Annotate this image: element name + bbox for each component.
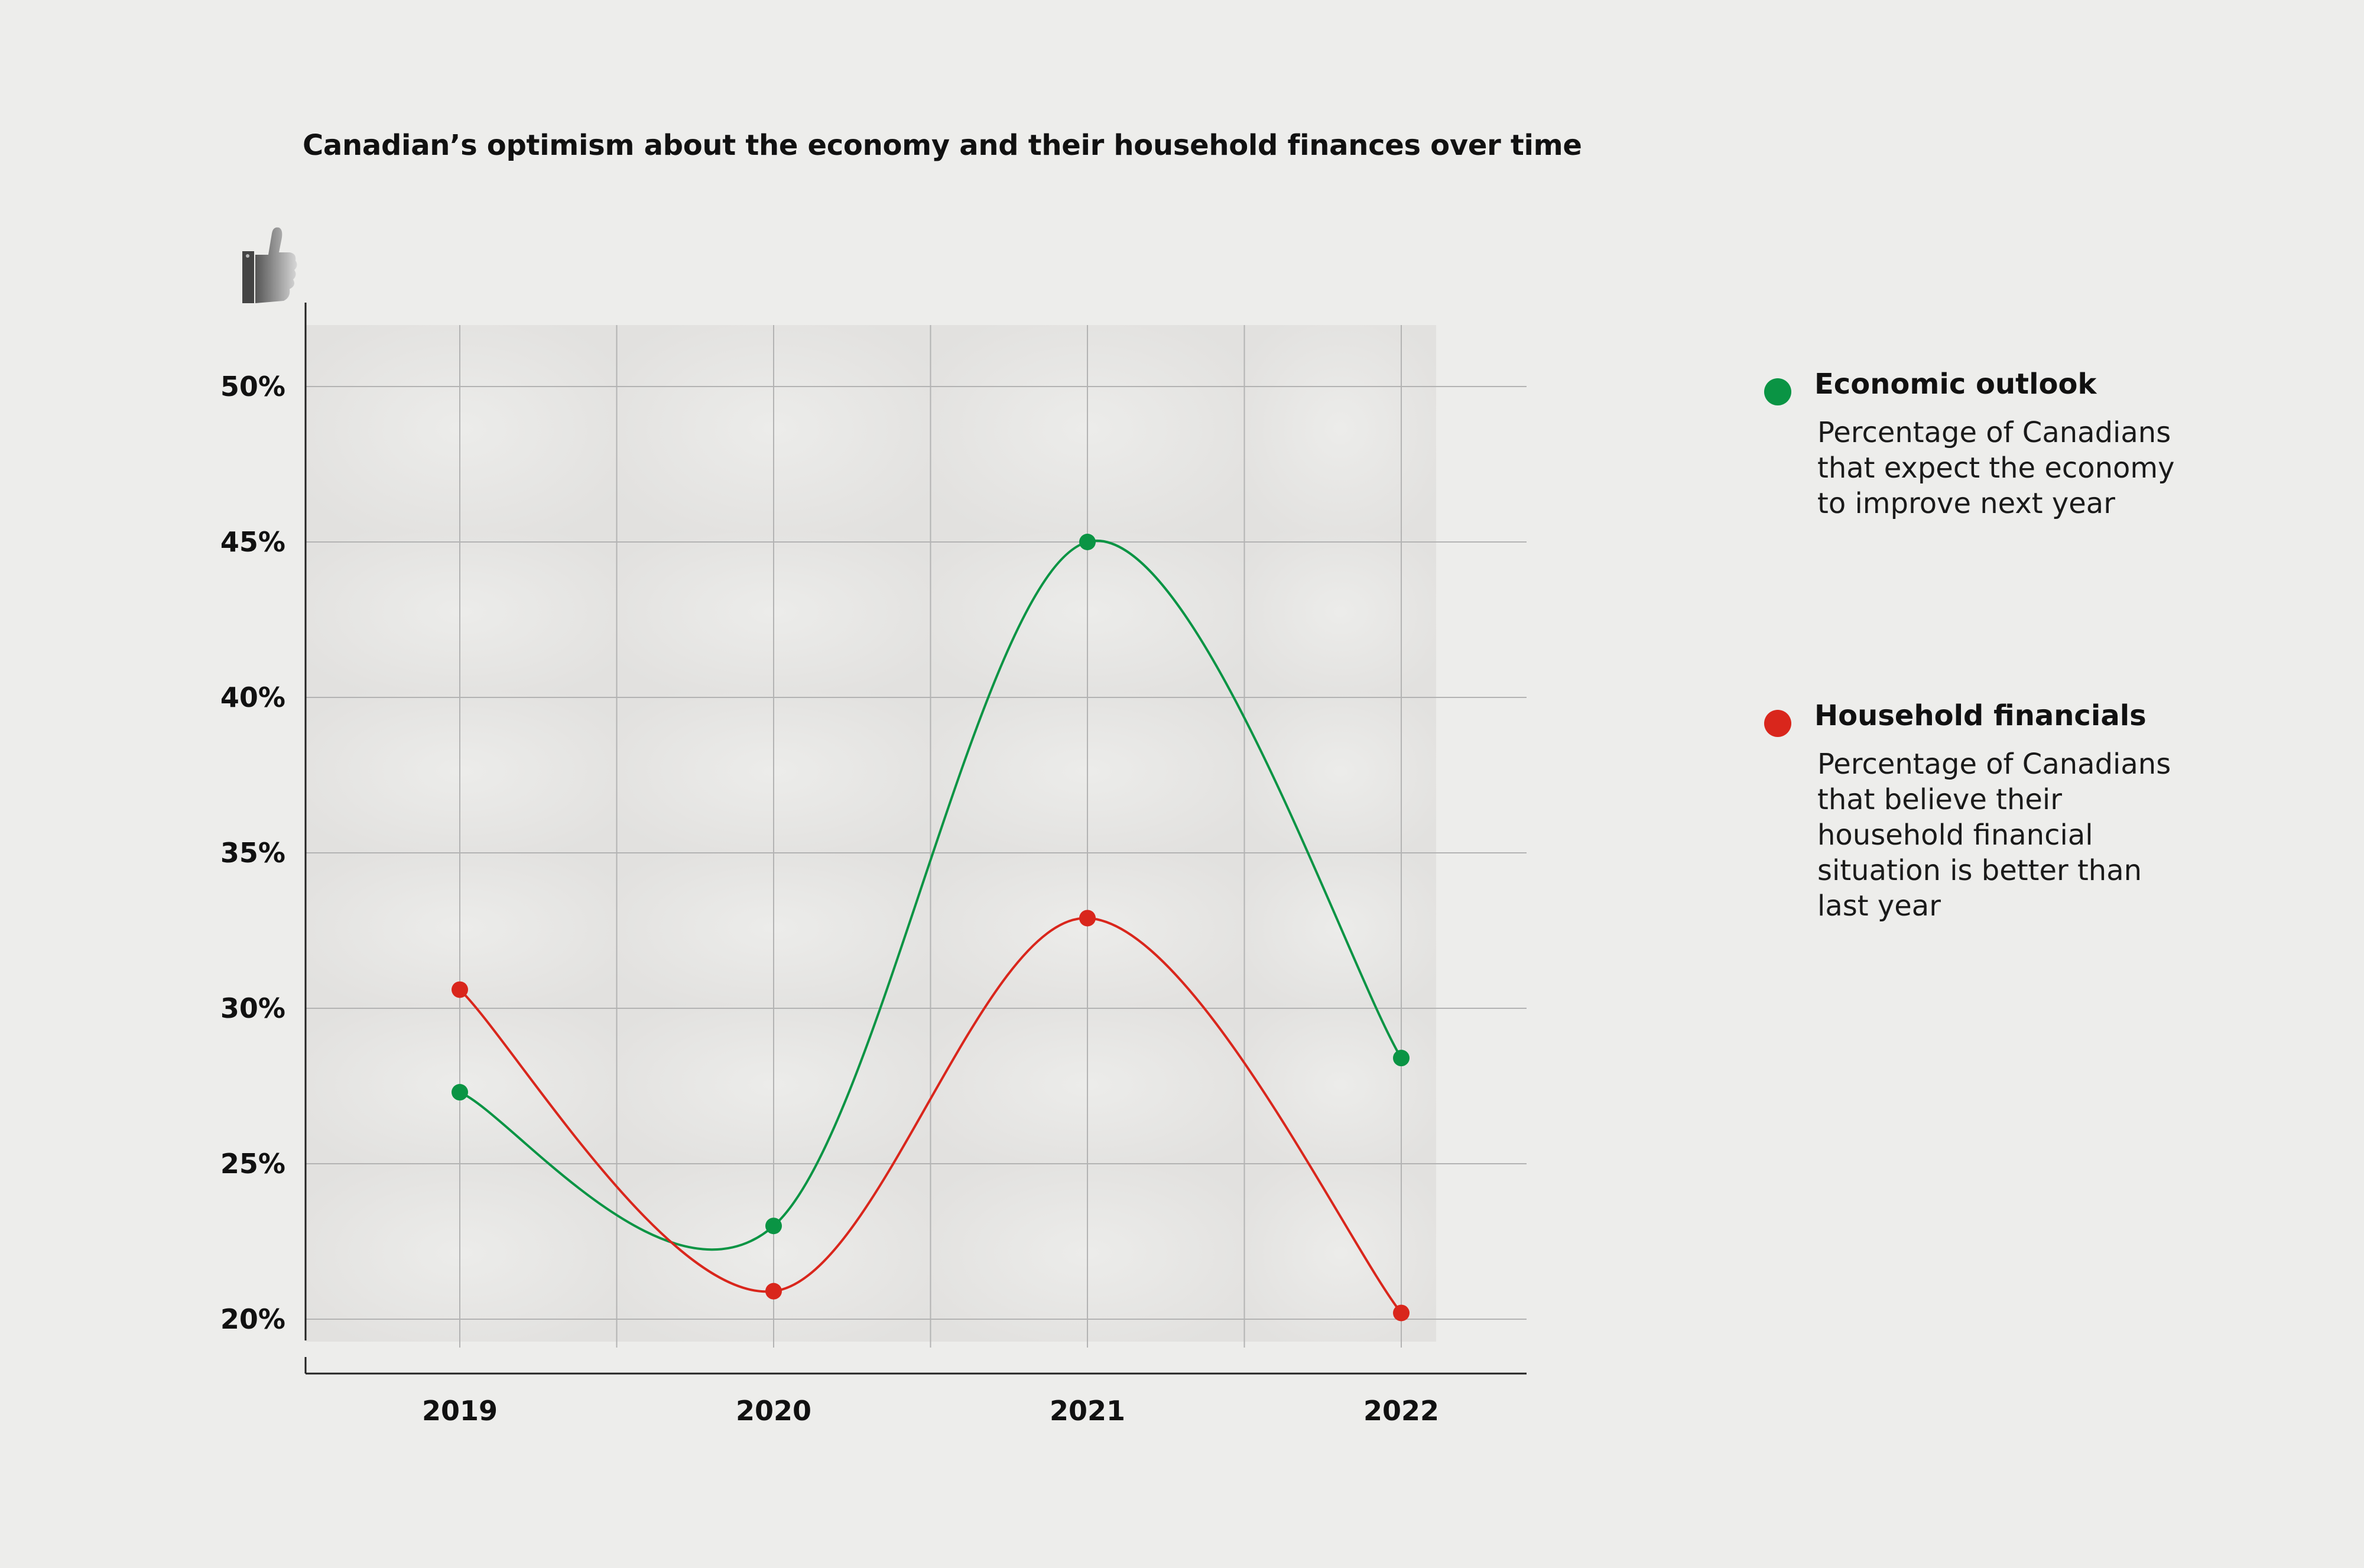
data-point	[452, 981, 468, 998]
data-point	[765, 1283, 782, 1300]
data-point	[765, 1218, 782, 1235]
legend-name: Economic outlook	[1814, 368, 2097, 401]
legend-dot	[1764, 710, 1791, 737]
x-tick-label: 2021	[1050, 1395, 1125, 1427]
legend-dot	[1764, 378, 1791, 405]
plot-cell	[1245, 532, 1436, 692]
data-point	[1079, 534, 1096, 550]
plot-cell	[306, 692, 617, 851]
y-tick-label: 25%	[220, 1148, 285, 1180]
legend-name: Household financials	[1814, 699, 2147, 732]
plot-cell	[1245, 692, 1436, 851]
plot-cell	[306, 325, 617, 532]
x-tick-label: 2019	[422, 1395, 498, 1427]
x-axis-ticks: 2019 2020 2021 2022	[422, 1395, 1439, 1427]
data-point	[1393, 1304, 1410, 1322]
series-lines	[459, 539, 1402, 1314]
y-axis-ticks: 50% 45% 40% 35% 30% 25% 20%	[220, 371, 285, 1335]
plot-background	[306, 325, 1436, 1342]
series-points	[452, 534, 1410, 1322]
x-tick-label: 2022	[1363, 1395, 1439, 1427]
data-point	[1079, 910, 1096, 927]
series-line-household-financials	[459, 917, 1402, 1314]
y-tick-label: 50%	[220, 371, 285, 402]
data-point	[1393, 1050, 1410, 1067]
plot-cell	[306, 851, 617, 1005]
plot-cell	[306, 1164, 617, 1342]
legend-description: Percentage of Canadians that expect the …	[1817, 416, 2175, 520]
y-tick-label: 30%	[220, 992, 285, 1024]
grid-lines	[306, 325, 1527, 1348]
data-point	[452, 1084, 468, 1101]
legend-description: Percentage of Canadians that believe the…	[1817, 748, 2171, 923]
plot-cell	[1245, 325, 1436, 532]
plot-cell	[1245, 1005, 1436, 1164]
axes	[304, 303, 1527, 1375]
y-tick-label: 45%	[220, 526, 285, 558]
plot-cell	[306, 532, 617, 692]
series-line-economic-outlook	[459, 539, 1402, 1251]
x-tick-label: 2020	[736, 1395, 811, 1427]
y-tick-label: 40%	[220, 681, 285, 713]
chart-title: Canadian’s optimism about the economy an…	[303, 129, 1582, 162]
y-tick-label: 20%	[220, 1303, 285, 1335]
thumbs-up-icon	[242, 227, 297, 303]
y-tick-label: 35%	[220, 837, 285, 869]
